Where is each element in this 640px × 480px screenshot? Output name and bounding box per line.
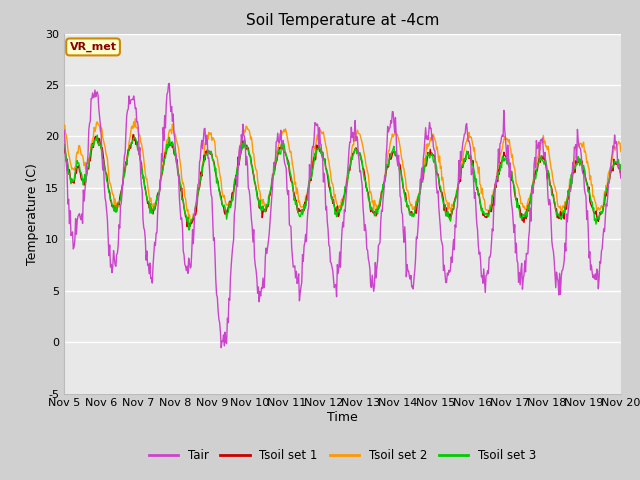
Text: VR_met: VR_met [70, 42, 116, 52]
Legend: Tair, Tsoil set 1, Tsoil set 2, Tsoil set 3: Tair, Tsoil set 1, Tsoil set 2, Tsoil se… [144, 444, 541, 467]
Title: Soil Temperature at -4cm: Soil Temperature at -4cm [246, 13, 439, 28]
X-axis label: Time: Time [327, 411, 358, 424]
Y-axis label: Temperature (C): Temperature (C) [26, 163, 40, 264]
